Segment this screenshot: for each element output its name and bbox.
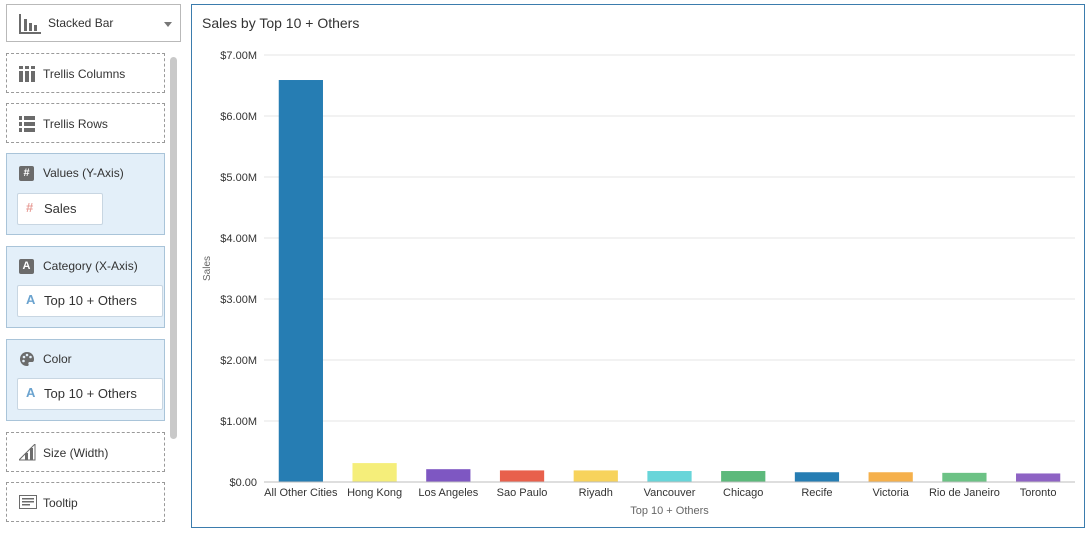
trellis-columns-label: Trellis Columns xyxy=(43,67,126,81)
hash-icon: # xyxy=(26,200,34,215)
size-width-label: Size (Width) xyxy=(43,446,109,460)
chevron-down-icon[interactable] xyxy=(164,22,172,27)
x-tick-label: Vancouver xyxy=(644,487,696,499)
y-axis-title: Sales xyxy=(202,256,213,281)
bar-los-angeles[interactable] xyxy=(426,469,471,482)
bar-vancouver[interactable] xyxy=(647,471,692,482)
text-attribute-icon: A xyxy=(26,292,36,307)
y-tick-label: $2.00M xyxy=(220,355,257,367)
size-icon xyxy=(17,442,36,466)
trellis-rows-dropzone[interactable]: Trellis Rows xyxy=(6,103,165,143)
stacked-bar-chart-icon xyxy=(19,14,41,39)
trellis-columns-dropzone[interactable]: Trellis Columns xyxy=(6,53,165,93)
chart-canvas[interactable]: Sales by Top 10 + Others $0.00 $1.00M $2.0… xyxy=(191,4,1085,528)
top10-others-color-chip[interactable]: A Top 10 + Others xyxy=(17,378,163,410)
text-attribute-icon: A xyxy=(26,385,36,400)
y-tick-label: $0.00 xyxy=(229,477,257,489)
tooltip-icon xyxy=(19,495,37,514)
color-dropzone[interactable]: Color A Top 10 + Others xyxy=(6,339,165,421)
y-tick-label: $6.00M xyxy=(220,111,257,123)
x-tick-label: Victoria xyxy=(872,487,909,499)
bar-chicago[interactable] xyxy=(721,471,766,482)
tooltip-dropzone[interactable]: Tooltip xyxy=(6,482,165,522)
y-tick-label: $3.00M xyxy=(220,294,257,306)
x-tick-label: Rio de Janeiro xyxy=(929,487,1000,499)
trellis-rows-label: Trellis Rows xyxy=(43,117,108,131)
top10-others-chip[interactable]: A Top 10 + Others xyxy=(17,285,163,317)
category-chip-label: Top 10 + Others xyxy=(44,293,137,308)
values-y-axis-dropzone[interactable]: # Values (Y-Axis) # Sales xyxy=(6,153,165,235)
values-y-axis-label: Values (Y-Axis) xyxy=(43,166,124,180)
x-tick-label: Riyadh xyxy=(579,487,613,499)
y-tick-label: $7.00M xyxy=(220,50,257,62)
color-label: Color xyxy=(43,352,72,366)
chart-title: Sales by Top 10 + Others xyxy=(202,15,360,31)
chart-type-label: Stacked Bar xyxy=(48,16,114,30)
hash-icon: # xyxy=(19,166,34,181)
color-chip-label: Top 10 + Others xyxy=(44,386,137,401)
y-tick-label: $4.00M xyxy=(220,233,257,245)
category-x-axis-label: Category (X-Axis) xyxy=(43,259,138,273)
columns-icon xyxy=(19,66,35,87)
tooltip-label: Tooltip xyxy=(43,496,78,510)
x-axis-title: Top 10 + Others xyxy=(630,505,709,517)
text-attribute-icon: A xyxy=(19,259,34,274)
bar-chart: $0.00 $1.00M $2.00M $3.00M $4.00M $5.00M $6.00… xyxy=(202,50,1075,517)
x-tick-label: Los Angeles xyxy=(418,487,478,499)
x-tick-label: All Other Cities xyxy=(264,487,338,499)
x-tick-label: Hong Kong xyxy=(347,487,402,499)
y-tick-label: $1.00M xyxy=(220,416,257,428)
bar-riyadh[interactable] xyxy=(573,470,618,482)
bar-sao-paulo[interactable] xyxy=(499,470,545,482)
x-tick-label: Sao Paulo xyxy=(497,487,548,499)
x-tick-label: Chicago xyxy=(723,487,763,499)
bar-recife[interactable] xyxy=(794,472,840,482)
category-x-axis-dropzone[interactable]: A Category (X-Axis) A Top 10 + Others xyxy=(6,246,165,328)
bar-all-other-cities[interactable] xyxy=(278,80,323,482)
bar-rio-de-janeiro[interactable] xyxy=(942,472,987,482)
size-width-dropzone[interactable]: Size (Width) xyxy=(6,432,165,472)
x-tick-label: Toronto xyxy=(1020,487,1057,499)
sales-chip-label: Sales xyxy=(44,201,77,216)
chart-type-dropdown[interactable]: Stacked Bar xyxy=(6,4,181,42)
bar-victoria[interactable] xyxy=(868,472,913,482)
sales-measure-chip[interactable]: # Sales xyxy=(17,193,103,225)
panel-scrollbar[interactable] xyxy=(170,57,177,439)
bar-hong-kong[interactable] xyxy=(352,463,397,482)
x-tick-label: Recife xyxy=(801,487,832,499)
y-tick-label: $5.00M xyxy=(220,172,257,184)
rows-icon xyxy=(19,116,35,137)
palette-icon xyxy=(19,351,35,372)
bar-toronto[interactable] xyxy=(1016,473,1061,482)
